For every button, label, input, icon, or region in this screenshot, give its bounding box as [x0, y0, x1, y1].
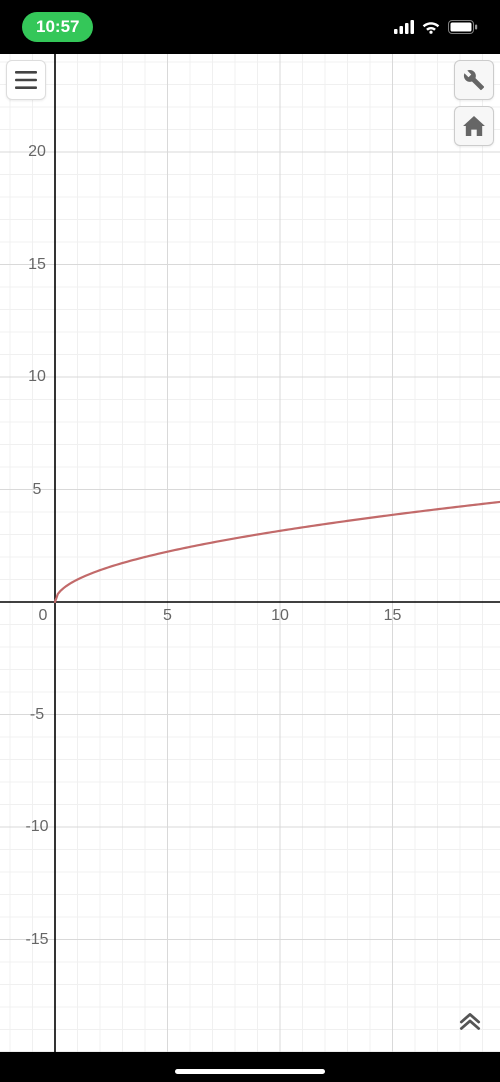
axis-tick-label: 5 [163, 607, 172, 625]
hamburger-icon [15, 71, 37, 89]
time-pill: 10:57 [22, 12, 93, 42]
axis-tick-label: -10 [25, 818, 48, 836]
plot-canvas [0, 54, 500, 1052]
expand-keypad-button[interactable] [452, 1004, 488, 1040]
settings-button[interactable] [454, 60, 494, 100]
axis-tick-label: 0 [39, 607, 48, 625]
axis-tick-label: 10 [28, 368, 46, 386]
status-icons [394, 20, 478, 34]
axis-tick-label: 5 [33, 481, 42, 499]
chevron-up-double-icon [457, 1009, 483, 1035]
home-icon [463, 116, 485, 136]
graph-area[interactable]: 5 10 15 -15 -10 -5 5 10 15 20 0 [0, 54, 500, 1052]
wifi-icon [421, 20, 441, 34]
status-time: 10:57 [36, 17, 79, 36]
axis-tick-label: 10 [271, 607, 289, 625]
axis-tick-label: 20 [28, 143, 46, 161]
axis-tick-label: -5 [30, 706, 44, 724]
wrench-icon [463, 69, 485, 91]
status-bar: 10:57 [0, 0, 500, 54]
menu-button[interactable] [6, 60, 46, 100]
axis-tick-label: -15 [25, 931, 48, 949]
axis-tick-label: 15 [28, 256, 46, 274]
cellular-icon [394, 20, 414, 34]
axis-tick-label: 15 [384, 607, 402, 625]
home-indicator [175, 1069, 325, 1074]
battery-icon [448, 20, 478, 34]
home-button[interactable] [454, 106, 494, 146]
